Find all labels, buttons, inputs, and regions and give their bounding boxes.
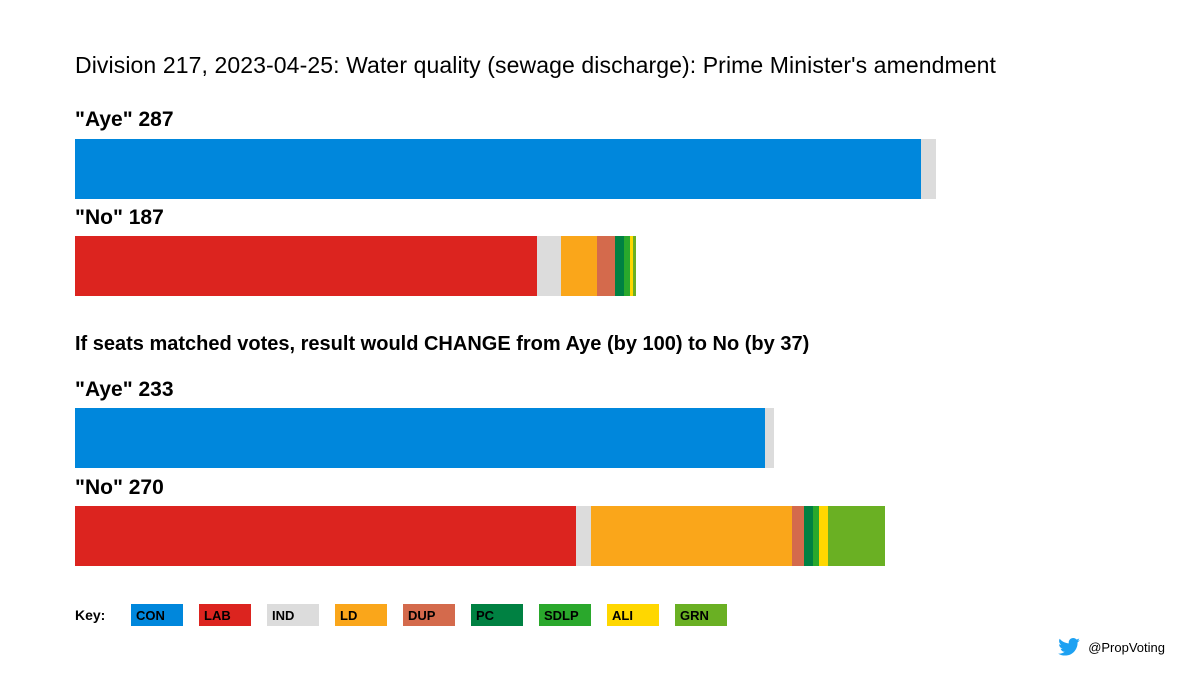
bar-segment-con xyxy=(75,408,765,468)
legend-item-ind: IND xyxy=(267,604,319,626)
bar-segment-pc xyxy=(804,506,813,566)
no-bar-proportional xyxy=(75,506,885,566)
bar-segment-lab xyxy=(75,506,576,566)
legend: Key: CON LAB IND LD DUP PC SDLP ALI GRN xyxy=(75,604,743,626)
legend-item-pc: PC xyxy=(471,604,523,626)
bar-segment-con xyxy=(75,139,921,199)
no-label-actual: "No" 187 xyxy=(75,206,164,229)
aye-bar-proportional xyxy=(75,408,774,468)
bar-segment-sdlp xyxy=(624,236,630,296)
legend-item-grn: GRN xyxy=(675,604,727,626)
aye-label-proportional: "Aye" 233 xyxy=(75,378,174,401)
bar-segment-sdlp xyxy=(813,506,819,566)
bar-segment-ali xyxy=(630,236,633,296)
bar-segment-ld xyxy=(561,236,597,296)
bar-segment-ind xyxy=(576,506,591,566)
twitter-credit[interactable]: @PropVoting xyxy=(1058,638,1165,656)
bar-segment-ld xyxy=(591,506,792,566)
legend-key-label: Key: xyxy=(75,607,106,623)
bar-segment-dup xyxy=(792,506,804,566)
aye-bar-actual xyxy=(75,139,936,199)
bar-segment-ind xyxy=(765,408,774,468)
bar-segment-grn xyxy=(828,506,885,566)
legend-item-ali: ALI xyxy=(607,604,659,626)
chart-title: Division 217, 2023-04-25: Water quality … xyxy=(75,52,997,78)
twitter-bird-icon xyxy=(1058,638,1080,656)
legend-item-lab: LAB xyxy=(199,604,251,626)
bar-segment-ind xyxy=(537,236,561,296)
legend-item-dup: DUP xyxy=(403,604,455,626)
bar-segment-lab xyxy=(75,236,537,296)
no-bar-actual xyxy=(75,236,636,296)
bar-segment-pc xyxy=(615,236,624,296)
legend-item-con: CON xyxy=(131,604,183,626)
bar-segment-grn xyxy=(633,236,636,296)
bar-segment-ind xyxy=(921,139,936,199)
legend-item-sdlp: SDLP xyxy=(539,604,591,626)
legend-item-ld: LD xyxy=(335,604,387,626)
bar-segment-dup xyxy=(597,236,615,296)
chart-subtitle: If seats matched votes, result would CHA… xyxy=(75,333,810,355)
aye-label-actual: "Aye" 287 xyxy=(75,108,174,131)
twitter-handle: @PropVoting xyxy=(1088,639,1165,655)
no-label-proportional: "No" 270 xyxy=(75,476,164,499)
bar-segment-ali xyxy=(819,506,828,566)
